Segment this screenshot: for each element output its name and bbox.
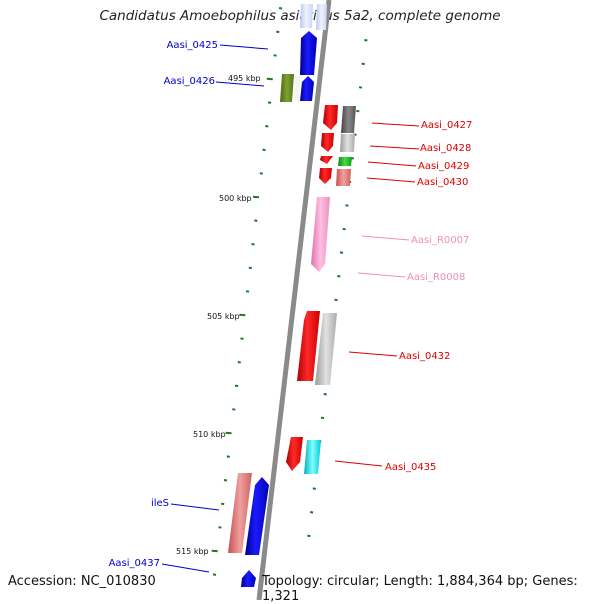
connector-aasi-0432 <box>349 352 397 356</box>
connector-aasi-0428 <box>370 146 419 149</box>
gene-label-aasi-0427[interactable]: Aasi_0427 <box>421 120 472 131</box>
ruler-tick-minor <box>343 229 346 230</box>
ruler-tick-minor <box>321 418 324 419</box>
kbp-label-510: 510 kbp <box>193 430 226 439</box>
ruler-tick-minor <box>356 111 359 112</box>
gene-label-aasi-0437[interactable]: Aasi_0437 <box>109 558 160 569</box>
gene-feature-aasi-0432[interactable] <box>297 311 320 381</box>
accession-text: Accession: NC_010830 <box>8 574 156 589</box>
ruler-tick-minor <box>254 220 257 221</box>
kbp-label-515: 515 kbp <box>176 547 209 556</box>
kbp-label-500: 500 kbp <box>219 194 252 203</box>
gene-feature-aasi-0426[interactable] <box>300 76 314 101</box>
ruler-tick-minor <box>224 480 227 481</box>
ruler-tick-minor <box>337 276 340 277</box>
gene-feature-aasi-0426-olive[interactable] <box>280 74 294 102</box>
ruler-tick-minor <box>263 150 266 151</box>
ruler-tick-minor <box>307 536 310 537</box>
gene-feature-aasi-0435[interactable] <box>286 437 303 471</box>
connector-aasi-0427 <box>372 123 419 126</box>
ruler-tick-minor <box>268 102 271 103</box>
genome-backbone <box>259 0 329 600</box>
gene-label-aasi-0429[interactable]: Aasi_0429 <box>418 161 469 172</box>
gene-feature-aasi-0427[interactable] <box>323 105 338 130</box>
gene-feature-aasi-0429-green <box>338 157 352 166</box>
ruler-tick-minor <box>252 244 255 245</box>
ruler-tick-minor <box>324 394 327 395</box>
connector-aasi-0435 <box>335 461 382 466</box>
gene-label-aasi-r0008[interactable]: Aasi_R0008 <box>407 272 465 283</box>
ruler-tick-major <box>212 551 218 552</box>
gene-feature-aasi-0429[interactable] <box>320 156 333 164</box>
gene-feature-aasi-0428[interactable] <box>321 133 334 152</box>
ruler-tick-minor <box>335 300 338 301</box>
gene-label-aasi-0425[interactable]: Aasi_0425 <box>167 40 218 51</box>
ruler-tick-minor <box>241 338 244 339</box>
ruler-tick-minor <box>359 87 362 88</box>
gene-feature-pale <box>316 4 327 30</box>
gene-feature-aasi-0430-salmon <box>336 169 351 186</box>
gene-label-aasi-0430[interactable]: Aasi_0430 <box>417 177 468 188</box>
gene-label-aasi-r0007[interactable]: Aasi_R0007 <box>411 235 469 246</box>
ruler-tick-major <box>239 315 245 316</box>
ruler-tick-minor <box>246 291 249 292</box>
ruler-tick-minor <box>310 512 313 513</box>
gene-feature-aasi-0425[interactable] <box>300 31 317 75</box>
ruler-tick-major <box>226 433 232 434</box>
connector-aasi-r0008 <box>358 273 405 277</box>
connector-aasi-0430 <box>367 178 415 182</box>
gene-feature-aasi-0435-cyan <box>304 440 321 474</box>
gene-label-aasi-0435[interactable]: Aasi_0435 <box>385 462 436 473</box>
ruler-tick-minor <box>260 173 263 174</box>
gene-feature-aasi-r0007[interactable] <box>311 197 330 272</box>
gene-feature-aasi-0437[interactable] <box>241 570 256 587</box>
ruler-tick-minor <box>364 40 367 41</box>
gene-label-aasi-0428[interactable]: Aasi_0428 <box>420 143 471 154</box>
gene-features <box>228 4 356 587</box>
ruler-tick-minor <box>265 126 268 127</box>
ruler-tick-major <box>253 197 259 198</box>
ruler-tick-minor <box>232 409 235 410</box>
ruler-tick-minor <box>221 504 224 505</box>
ruler-tick-minor <box>238 362 241 363</box>
connector-aasi-0429 <box>368 162 416 166</box>
ruler-tick-minor <box>279 8 282 9</box>
gene-labels: Aasi_0425 Aasi_0426 Aasi_0427 Aasi_0428 … <box>109 40 473 569</box>
ruler-tick-minor <box>213 574 216 575</box>
gene-feature-aasi-0426-pale <box>294 76 300 101</box>
kbp-label-505: 505 kbp <box>207 312 240 321</box>
gene-feature-aasi-0428-gray <box>340 134 355 152</box>
ruler-tick-minor <box>235 386 238 387</box>
gene-label-aasi-0426[interactable]: Aasi_0426 <box>164 76 215 87</box>
ruler-tick-major <box>267 79 273 80</box>
gene-feature-aasi-0430[interactable] <box>319 168 332 184</box>
gene-label-ileS[interactable]: ileS <box>151 498 169 509</box>
ruler-tick-minor <box>313 488 316 489</box>
gene-label-aasi-0432[interactable]: Aasi_0432 <box>399 351 450 362</box>
ruler-tick-minor <box>340 252 343 253</box>
connector-aasi-0425 <box>220 45 268 49</box>
gene-feature-aasi-0427-gray <box>341 106 356 133</box>
ruler-tick-minor <box>249 268 252 269</box>
ruler-tick-minor <box>345 205 348 206</box>
ruler-tick-minor <box>227 456 230 457</box>
connector-aasi-r0007 <box>362 236 409 240</box>
connector-ileS <box>171 504 219 510</box>
connector-aasi-0437 <box>162 564 209 572</box>
ruler-tick-minor <box>219 527 222 528</box>
ruler-tick-minor <box>362 64 365 65</box>
gene-feature-pale <box>300 4 313 28</box>
kbp-label-495: 495 kbp <box>228 74 261 83</box>
ruler-tick-minor <box>274 55 277 56</box>
